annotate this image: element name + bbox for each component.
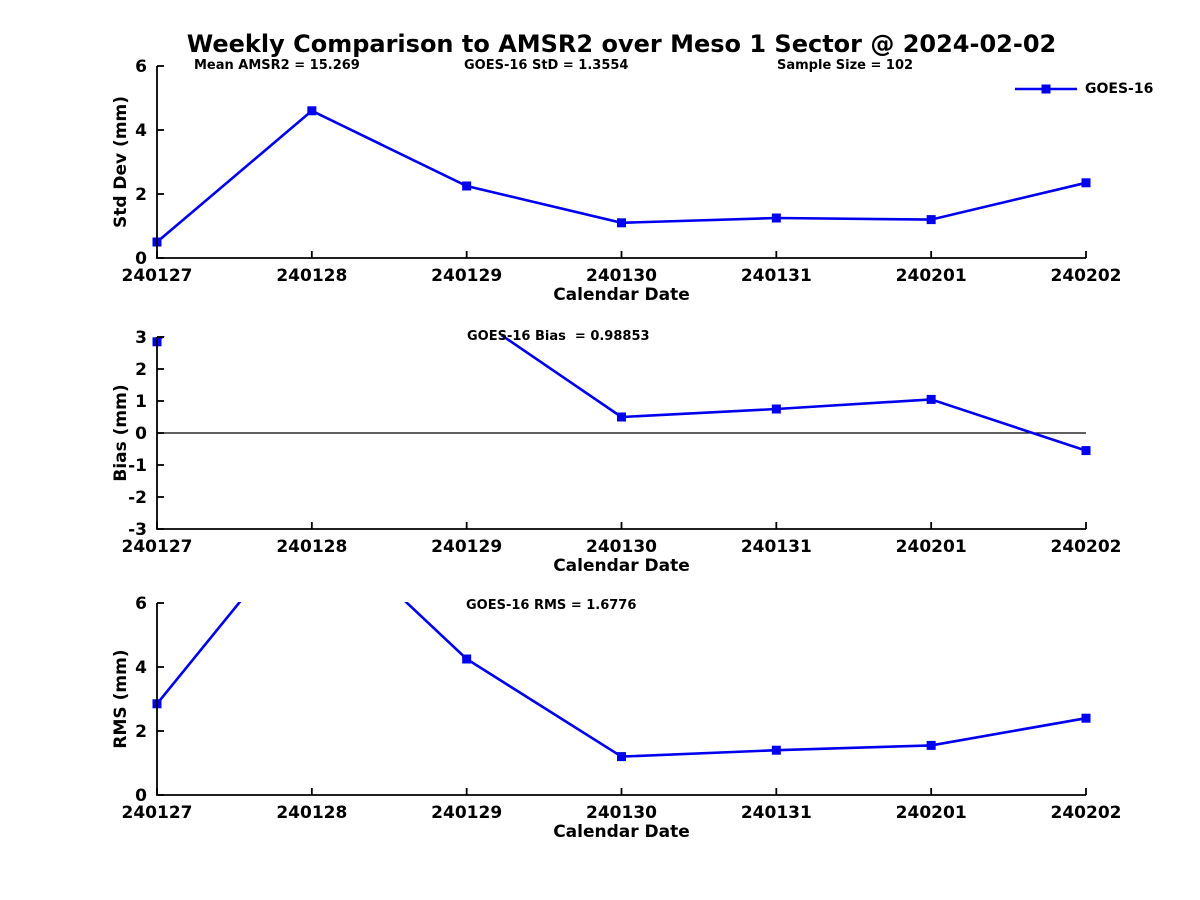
- y-tick-label: 4: [135, 121, 147, 141]
- data-point-marker: [307, 106, 317, 116]
- ylabel-bias: Bias (mm): [111, 384, 131, 482]
- x-tick-label: 240202: [1051, 803, 1122, 823]
- y-tick-label: -2: [128, 488, 147, 508]
- xlabel-calendar-date-3: Calendar Date: [553, 822, 690, 842]
- y-tick-label: 3: [135, 328, 147, 348]
- y-tick-label: -3: [128, 520, 147, 540]
- annotation-goes16-bias: GOES-16 Bias = 0.98853: [467, 329, 650, 344]
- x-tick-label: 240127: [122, 803, 193, 823]
- data-point-marker: [617, 218, 626, 228]
- xlabel-calendar-date-1: Calendar Date: [553, 285, 690, 305]
- data-point-marker: [771, 745, 781, 755]
- data-point-marker: [462, 654, 472, 664]
- annotation-goes16-std: GOES-16 StD = 1.3554: [464, 58, 629, 73]
- ylabel-stddev: Std Dev (mm): [111, 95, 131, 229]
- y-tick-label: 4: [135, 658, 147, 678]
- legend-label: GOES-16: [1085, 81, 1154, 97]
- x-tick-label: 240202: [1051, 537, 1122, 557]
- x-tick-label: 240131: [741, 266, 812, 286]
- x-tick-label: 240128: [276, 266, 347, 286]
- x-tick-label: 240129: [431, 537, 502, 557]
- data-point-marker: [617, 412, 626, 422]
- x-tick-label: 240128: [276, 537, 347, 557]
- ylabel-rms: RMS (mm): [111, 649, 131, 749]
- annotation-goes16-rms: GOES-16 RMS = 1.6776: [466, 598, 637, 613]
- legend: GOES-16: [1015, 81, 1153, 97]
- data-point-marker: [462, 181, 472, 191]
- x-tick-label: 240130: [586, 803, 657, 823]
- y-tick-label: -1: [128, 456, 147, 476]
- subplot-3: 240127 240128 240129 240130 240131 240201 2402…: [122, 594, 1122, 823]
- xlabel-calendar-date-2: Calendar Date: [553, 556, 690, 576]
- data-point-marker: [1081, 713, 1091, 723]
- x-tick-label: 240127: [122, 266, 193, 286]
- y-tick-label: 6: [135, 594, 147, 614]
- y-tick-label: 2: [135, 722, 147, 742]
- y-tick-label: 6: [135, 57, 147, 77]
- data-point-marker: [1081, 446, 1091, 456]
- legend-line-swatch: [1015, 84, 1077, 94]
- annotation-sample-size: Sample Size = 102: [777, 58, 914, 73]
- y-tick-label: 2: [135, 185, 147, 205]
- data-point-marker: [771, 404, 781, 414]
- x-tick-label: 240130: [586, 266, 657, 286]
- x-tick-label: 240129: [431, 266, 502, 286]
- y-tick-label: 0: [135, 424, 147, 444]
- subplot-2: 240127 240128 240129 240130 240131 240201 2402…: [122, 328, 1122, 557]
- data-point-marker: [926, 740, 936, 750]
- x-tick-label: 240129: [431, 803, 502, 823]
- x-tick-label: 240201: [896, 803, 967, 823]
- x-tick-label: 240202: [1051, 266, 1122, 286]
- data-point-marker: [771, 213, 781, 223]
- x-tick-label: 240201: [896, 266, 967, 286]
- data-point-marker: [926, 394, 936, 404]
- data-point-marker: [1081, 178, 1091, 188]
- x-tick-label: 240131: [741, 537, 812, 557]
- data-point-marker: [926, 215, 936, 225]
- y-tick-label: 0: [135, 786, 147, 806]
- y-tick-label: 0: [135, 249, 147, 269]
- axes-spines: [156, 603, 1086, 796]
- x-tick-label: 240130: [586, 537, 657, 557]
- y-tick-label: 1: [135, 392, 147, 412]
- x-tick-label: 240131: [741, 803, 812, 823]
- subplot-1: 240127 240128 240129 240130 240131 240201 2402…: [122, 57, 1122, 286]
- y-tick-label: 2: [135, 360, 147, 380]
- data-point-marker: [617, 752, 626, 762]
- axes-spines: [156, 66, 1086, 259]
- annotation-mean-amsr2: Mean AMSR2 = 15.269: [194, 58, 360, 73]
- x-tick-label: 240128: [276, 803, 347, 823]
- x-tick-label: 240127: [122, 537, 193, 557]
- chart-title: Weekly Comparison to AMSR2 over Meso 1 S…: [186, 30, 1057, 58]
- series-line-goes-16: [156, 336, 1087, 452]
- x-tick-label: 240201: [896, 537, 967, 557]
